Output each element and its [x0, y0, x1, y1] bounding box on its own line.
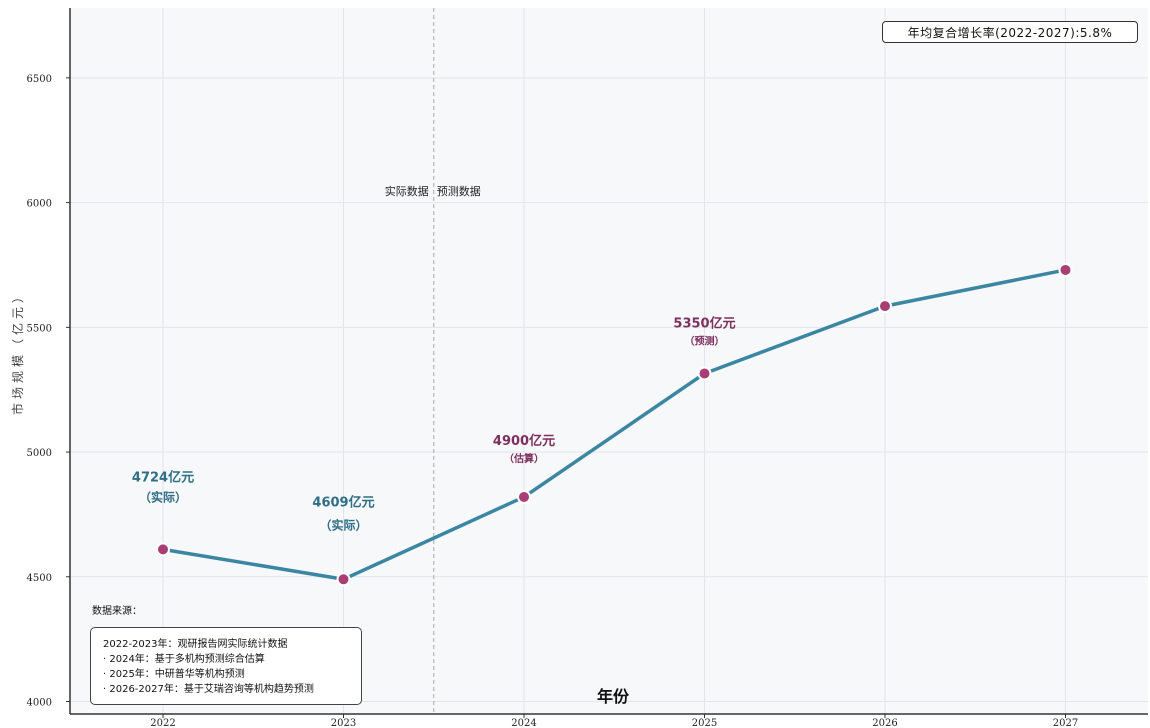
data-point: [878, 299, 892, 314]
data-label-note: （实际）: [139, 489, 187, 504]
y-axis-ticks: 4000 4500 5000 5500 6000 6500: [27, 74, 70, 709]
x-tick-label: 2025: [692, 718, 717, 728]
data-point: [336, 572, 351, 587]
y-tick-label: 6000: [27, 199, 52, 210]
axes: [69, 8, 1148, 715]
source-line: · 2024年：基于多机构预测综合估算: [103, 654, 265, 665]
y-tick-label: 5000: [27, 448, 52, 459]
source-title: 数据来源：: [92, 606, 142, 617]
x-tick-label: 2023: [331, 718, 356, 728]
y-tick-label: 5500: [27, 323, 52, 334]
source-line: 2022-2023年：观研报告网实际统计数据: [103, 639, 288, 650]
grid-lines: [70, 8, 1148, 714]
data-label-value: 4609亿元: [312, 494, 374, 510]
data-label-value: 5350亿元: [673, 315, 735, 331]
market-size-series: [156, 262, 1073, 587]
actual-forecast-divider: 实际数据 预测数据: [385, 8, 481, 714]
plot-area: [70, 8, 1148, 714]
x-tick-label: 2022: [150, 718, 175, 728]
series-line: [161, 268, 1068, 582]
x-axis-ticks: 2022 2023 2024 2025 2026 2027: [150, 714, 1078, 728]
y-tick-label: 4000: [27, 698, 52, 709]
x-tick-label: 2027: [1053, 718, 1078, 728]
data-point: [156, 542, 170, 557]
data-label-note: （预测）: [685, 334, 725, 347]
data-point: [1058, 262, 1073, 277]
source-line: · 2025年：中研普华等机构预测: [103, 669, 245, 680]
x-axis-label: 年份: [597, 687, 630, 706]
data-label-note: （实际）: [319, 517, 367, 532]
x-tick-label: 2026: [872, 718, 897, 728]
forecast-data-label: 预测数据: [437, 184, 481, 198]
x-tick-label: 2024: [511, 718, 536, 728]
data-label-value: 4724亿元: [132, 469, 194, 485]
y-tick-label: 6500: [27, 74, 52, 85]
cagr-box: 年均复合增长率(2022-2027):5.8%: [882, 21, 1138, 43]
data-point: [697, 366, 712, 381]
source-line: · 2026-2027年：基于艾瑞咨询等机构趋势预测: [103, 684, 314, 695]
data-label-value: 4900亿元: [493, 433, 555, 449]
data-labels: 4724亿元 （实际） 4609亿元 （实际） 4900亿元 （估算） 5350亿元 （预测）: [132, 315, 736, 532]
source-box: 2022-2023年：观研报告网实际统计数据 · 2024年：基于多机构预测综合…: [90, 627, 362, 705]
y-axis-label: 市场规模（亿元）: [10, 287, 25, 415]
data-label-note: （估算）: [504, 452, 544, 465]
actual-data-label: 实际数据: [385, 184, 429, 198]
data-point: [517, 489, 531, 504]
y-tick-label: 4500: [27, 573, 52, 584]
